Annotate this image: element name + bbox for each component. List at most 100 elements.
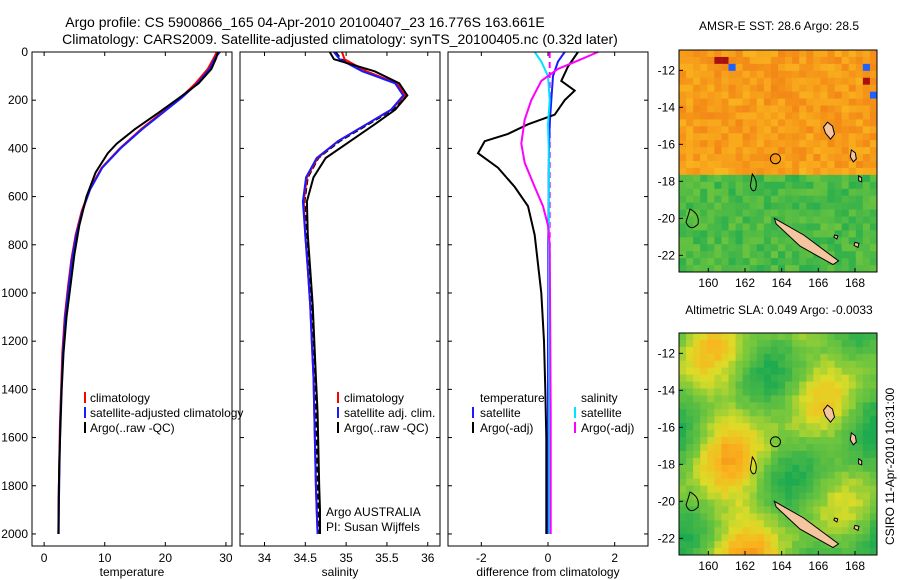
sst-map-title: AMSR-E SST: 28.6 Argo: 28.5 — [699, 19, 859, 33]
series-temperature-argo-adj- — [476, 51, 579, 534]
x-tick-label: 0 — [41, 551, 48, 565]
map-frame — [678, 49, 878, 273]
argo-location-marker — [769, 153, 781, 165]
x-tick-label: 35.5 — [375, 551, 399, 565]
y-tick-label: 1800 — [1, 479, 28, 493]
reef-outline — [685, 491, 699, 512]
x-tick-label: 0 — [545, 551, 552, 565]
legend-satellite-adj: satellite adj. clim. — [344, 406, 435, 420]
map-y-tick-label: -16 — [658, 420, 676, 434]
x-tick-label: 34.5 — [294, 551, 318, 565]
y-tick-label: 0 — [21, 45, 28, 59]
difference-legend: temperature satellite Argo(-adj) salinit… — [472, 391, 634, 435]
legend-argo: Argo(..raw -QC) — [90, 421, 175, 435]
title-line-2: Climatology: CARS2009. Satellite-adjuste… — [62, 31, 618, 47]
x-tick-label: 30 — [219, 551, 233, 565]
legend-temp-argo: Argo(-adj) — [480, 421, 533, 435]
series-argo — [305, 51, 409, 534]
x-tick-label: 35 — [339, 551, 353, 565]
loyalty-island — [853, 524, 860, 532]
loyalty-island — [833, 517, 839, 523]
map-y-tick-label: -20 — [658, 494, 676, 508]
map-x-tick-label: 164 — [772, 276, 792, 290]
x-tick-label: 34 — [258, 551, 272, 565]
y-tick-label: 400 — [8, 141, 28, 155]
x-tick-label: 10 — [98, 551, 112, 565]
x-tick-label: 2 — [611, 551, 618, 565]
legend-salinity: salinity — [581, 391, 618, 405]
map-y-tick-label: -18 — [658, 457, 676, 471]
map-x-tick-label: 162 — [735, 276, 755, 290]
map-y-tick-label: -12 — [658, 63, 676, 77]
x-tick-label: 20 — [159, 551, 173, 565]
salinity-panel: 34 34.5 35 35.5 36 salinity — [239, 51, 441, 579]
y-tick-label: 1000 — [1, 286, 28, 300]
x-axis-label: salinity — [322, 565, 359, 579]
vanuatu-island — [849, 431, 857, 446]
y-tick-label: 1600 — [1, 431, 28, 445]
y-tick-label: 200 — [8, 93, 28, 107]
reef-outline — [749, 455, 757, 475]
legend-temp-satellite: satellite — [480, 406, 521, 420]
sst-map: 160 162 164 166 168 -12 -14 -16 -18 -20 -22 — [658, 49, 878, 290]
y-tick-label: 800 — [8, 238, 28, 252]
plot-frame — [239, 51, 441, 547]
loyalty-island — [853, 241, 860, 249]
map-y-tick-label: -12 — [658, 346, 676, 360]
map-x-tick-label: 160 — [698, 559, 718, 573]
vanuatu-island — [858, 174, 863, 183]
series-argo — [57, 51, 220, 535]
legend-temperature: temperature — [480, 391, 545, 405]
series-climatology — [57, 51, 218, 535]
map-y-tick-label: -22 — [658, 248, 676, 262]
map-y-tick-label: -14 — [658, 100, 676, 114]
argo-location-marker — [769, 436, 781, 448]
map-y-tick-label: -16 — [658, 137, 676, 151]
legend-climatology: climatology — [90, 391, 150, 405]
temperature-panel: 0 10 20 30 0 200 400 600 800 1000 1200 1400 1600 1800… — [1, 45, 233, 579]
series-satellite-adjusted — [301, 51, 405, 535]
reef-outline — [749, 172, 757, 192]
loyalty-island — [833, 234, 839, 240]
series-salinity-argo-adj- — [520, 51, 599, 534]
salinity-credit: Argo AUSTRALIA PI: Susan Wijffels — [326, 505, 421, 534]
vanuatu-island — [822, 121, 836, 140]
x-tick-label: 36 — [421, 551, 435, 565]
vanuatu-island — [849, 148, 857, 163]
map-x-tick-label: 168 — [845, 559, 865, 573]
map-y-tick-label: -22 — [658, 531, 676, 545]
sla-map: 160 162 164 166 168 -12 -14 -16 -18 -20 -22 — [658, 332, 878, 573]
y-tick-label: 600 — [8, 190, 28, 204]
legend-climatology: climatology — [344, 391, 404, 405]
map-x-tick-label: 166 — [808, 559, 828, 573]
salinity-legend: climatology satellite adj. clim. Argo(..… — [337, 391, 435, 435]
map-x-tick-label: 166 — [808, 276, 828, 290]
map-x-tick-label: 164 — [772, 559, 792, 573]
vanuatu-island — [822, 404, 836, 423]
y-tick-label: 1200 — [1, 334, 28, 348]
map-x-tick-label: 162 — [735, 559, 755, 573]
map-y-tick-label: -14 — [658, 383, 676, 397]
x-axis-label: difference from climatology — [476, 565, 619, 579]
legend-sal-argo: Argo(-adj) — [581, 421, 634, 435]
map-y-tick-label: -18 — [658, 174, 676, 188]
reef-outline — [685, 208, 699, 229]
series-satellite-adjusted — [57, 51, 221, 535]
map-field — [679, 50, 878, 273]
argo-australia-label: Argo AUSTRALIA — [326, 505, 421, 519]
map-x-tick-label: 160 — [698, 276, 718, 290]
legend-satellite-adjusted: satellite-adjusted climatology — [90, 406, 243, 420]
temperature-legend: climatology satellite-adjusted climatolo… — [84, 391, 243, 435]
map-field — [679, 333, 878, 556]
sla-map-title: Altimetric SLA: 0.049 Argo: -0.0033 — [685, 303, 873, 317]
x-tick-label: -2 — [476, 551, 487, 565]
new-caledonia-island — [773, 217, 840, 266]
y-tick-label: 2000 — [1, 527, 28, 541]
x-axis-label: temperature — [100, 565, 165, 579]
vanuatu-island — [858, 457, 863, 466]
map-frame — [678, 332, 878, 556]
new-caledonia-island — [773, 500, 840, 549]
map-x-tick-label: 168 — [845, 276, 865, 290]
legend-argo: Argo(..raw -QC) — [344, 421, 429, 435]
y-tick-label: 1400 — [1, 382, 28, 396]
